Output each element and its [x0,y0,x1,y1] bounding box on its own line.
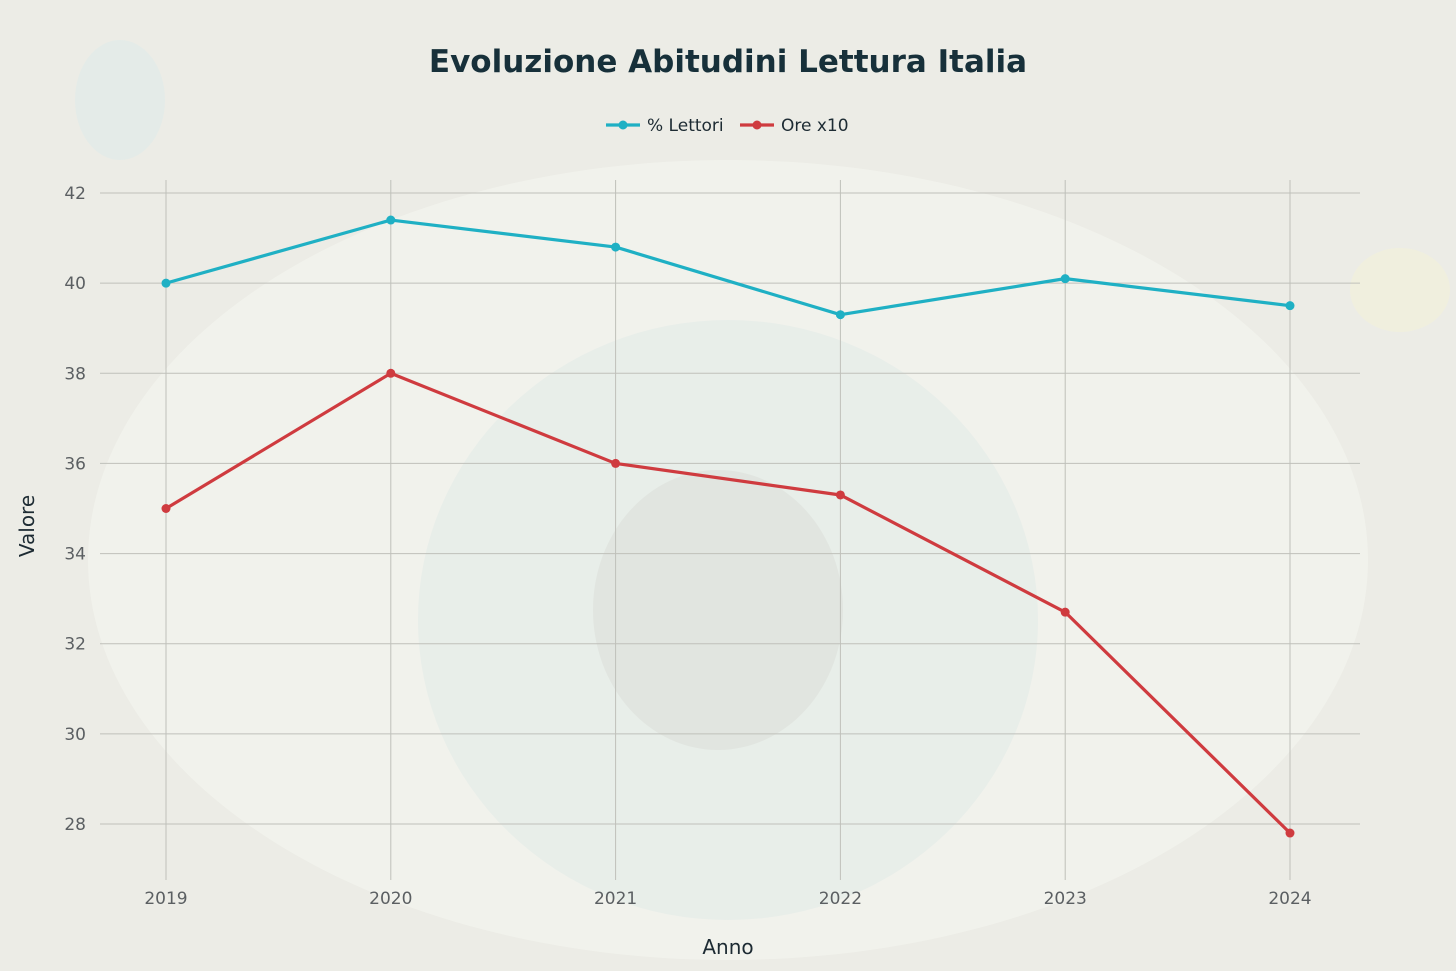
legend-item[interactable]: % Lettori [606,116,724,136]
y-tick-label: 40 [64,274,86,294]
y-tick-label: 34 [64,545,86,565]
x-tick-label: 2019 [144,889,187,909]
legend-marker [752,120,762,130]
y-tick-label: 30 [64,725,86,745]
chart-title: Evoluzione Abitudini Lettura Italia [429,44,1027,80]
y-tick-label: 42 [64,184,86,204]
y-axis-title: Valore [15,495,39,557]
data-point[interactable] [386,215,396,225]
y-tick-label: 38 [64,364,86,384]
series-1 [161,215,1295,320]
y-tick-label: 32 [64,635,86,655]
data-point[interactable] [1285,828,1295,838]
y-axis-ticks: 28 30 32 34 36 38 40 42 [64,184,86,835]
legend-label: Ore x10 [781,116,849,136]
series-line [164,371,1292,835]
x-tick-label: 2021 [594,889,637,909]
data-point[interactable] [1060,274,1070,284]
y-tick-label: 36 [64,454,86,474]
data-point[interactable] [1285,301,1295,311]
series-line [164,218,1292,317]
y-tick-label: 28 [64,815,86,835]
legend: % Lettori Ore x10 [606,116,849,136]
data-point[interactable] [161,504,171,513]
data-point[interactable] [835,310,845,320]
data-point[interactable] [611,458,621,468]
x-tick-label: 2023 [1044,889,1087,909]
x-tick-label: 2022 [819,889,862,909]
x-axis-ticks: 2019 2020 2021 2022 2023 2024 [144,889,1311,909]
x-tick-label: 2020 [369,889,412,909]
x-axis-title: Anno [702,935,753,959]
legend-item[interactable]: Ore x10 [740,116,849,136]
data-point[interactable] [386,368,396,378]
x-tick-label: 2024 [1268,889,1311,909]
series-lines [161,215,1295,838]
data-point[interactable] [161,278,171,288]
legend-marker [618,120,628,130]
data-point[interactable] [835,490,845,500]
data-point[interactable] [611,242,621,252]
series-2 [161,368,1295,838]
data-point[interactable] [1060,607,1070,617]
legend-label: % Lettori [647,116,724,136]
